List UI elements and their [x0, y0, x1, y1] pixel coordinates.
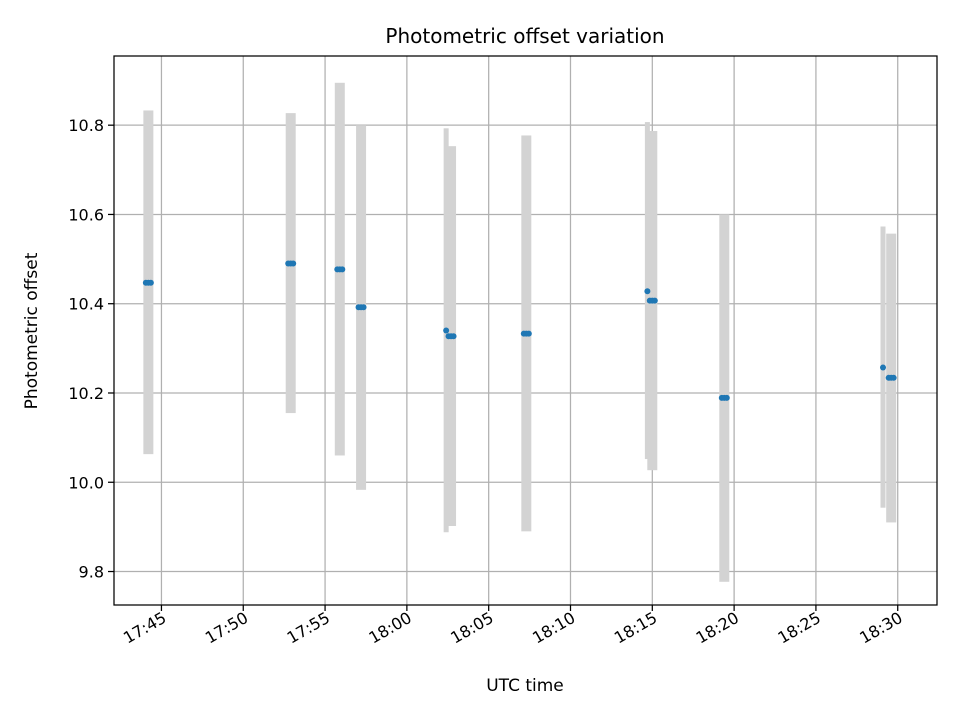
data-points: [142, 260, 897, 401]
data-point: [644, 288, 651, 295]
data-point: [890, 374, 897, 381]
x-tick-label: 18:30: [856, 608, 905, 648]
x-axis: 17:45 17:50 17:55 18:00 18:05 18:10 18:15 18:20…: [120, 605, 906, 648]
y-tick-label: 10.6: [68, 205, 104, 224]
x-tick-label: 18:20: [693, 608, 742, 648]
data-point: [290, 260, 297, 267]
y-tick-label: 10.0: [68, 473, 104, 492]
y-tick-label: 10.2: [68, 384, 104, 403]
data-point: [443, 327, 450, 334]
x-tick-label: 17:45: [120, 608, 169, 648]
x-tick-label: 18:25: [774, 608, 823, 648]
x-tick-label: 17:55: [284, 608, 333, 648]
x-axis-title: UTC time: [486, 676, 564, 696]
x-tick-label: 18:05: [447, 608, 496, 648]
data-point: [880, 364, 887, 371]
plot-frame: [113, 55, 938, 606]
y-axis: 9.8 10.0 10.2 10.4 10.6 10.8: [68, 116, 114, 582]
y-tick-label: 10.8: [68, 116, 104, 135]
data-point: [450, 333, 457, 340]
x-tick-label: 18:15: [611, 608, 660, 648]
chart-title: Photometric offset variation: [385, 24, 664, 48]
data-point: [723, 394, 730, 401]
data-point: [651, 297, 658, 304]
y-tick-label: 9.8: [79, 563, 104, 582]
x-tick-label: 17:50: [202, 608, 251, 648]
data-point: [339, 266, 346, 273]
x-tick-label: 18:10: [529, 608, 578, 648]
y-tick-label: 10.4: [68, 295, 104, 314]
y-axis-title: Photometric offset: [22, 252, 42, 409]
x-tick-label: 18:00: [365, 608, 414, 648]
error-bars: [143, 82, 897, 582]
data-point: [147, 279, 154, 286]
data-point: [525, 330, 532, 337]
data-point: [360, 304, 367, 311]
